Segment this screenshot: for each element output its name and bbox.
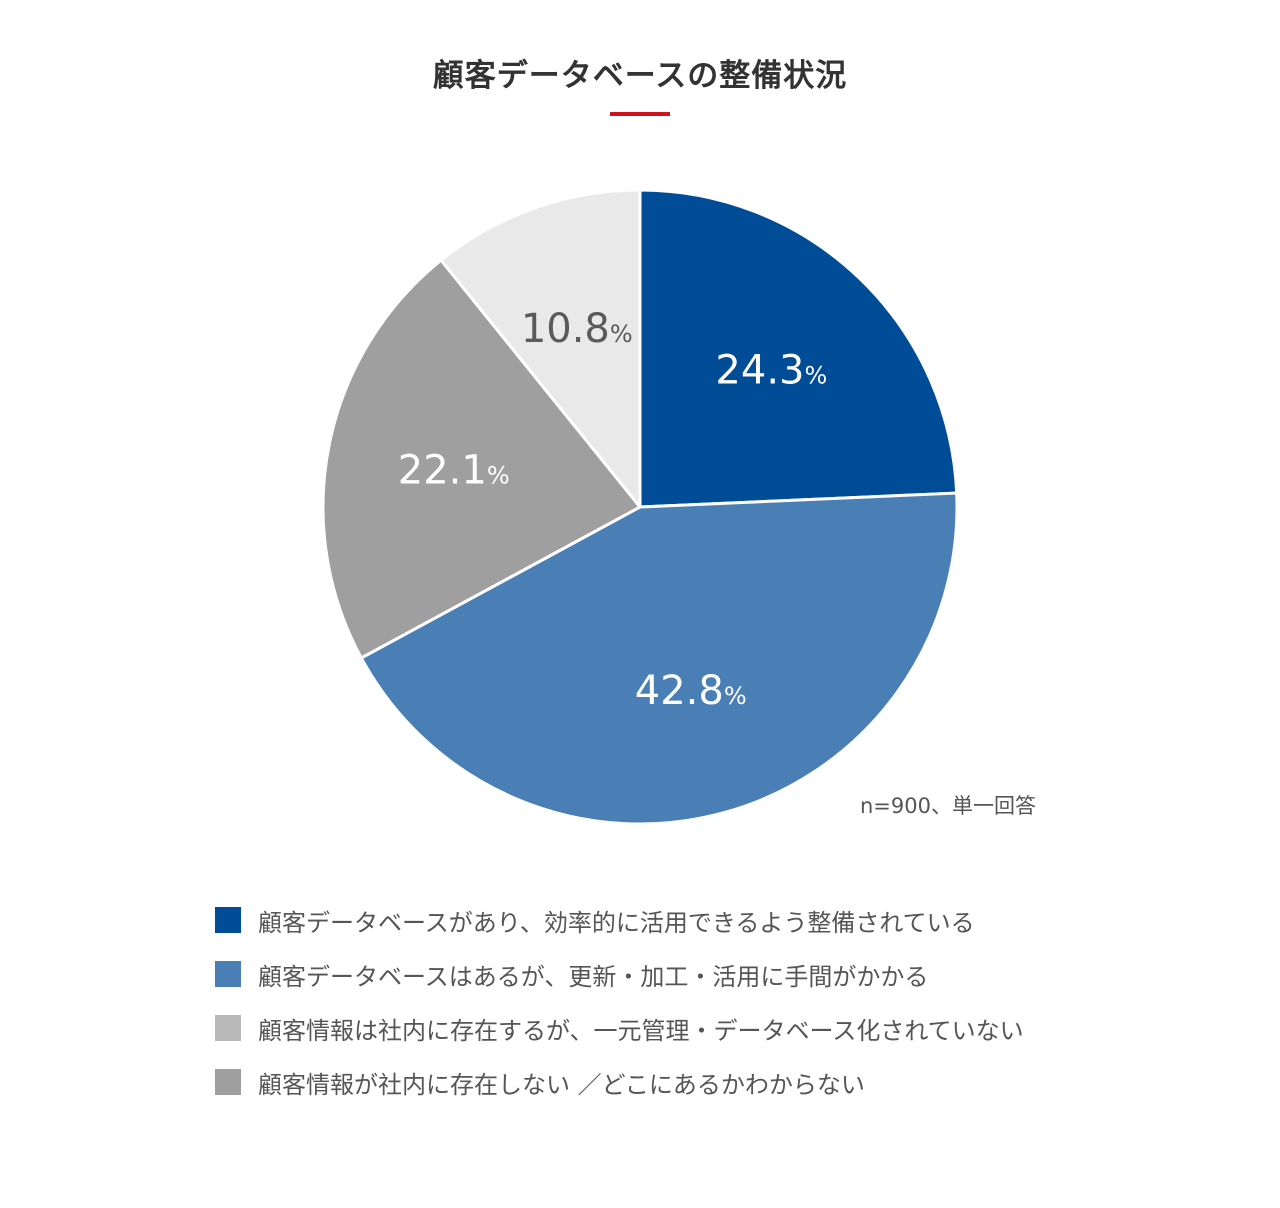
legend-swatch: [215, 1069, 241, 1095]
pie-slice: [439, 188, 642, 509]
legend-label: 顧客情報は社内に存在するが、一元管理・データベース化されていない: [258, 1016, 1024, 1045]
chart-title: 顧客データベースの整備状況: [432, 58, 848, 94]
pie-slice: [638, 188, 959, 509]
legend-item: 顧客データベースがあり、効率的に活用できるよう整備されている: [215, 893, 1024, 947]
slice-value-label: 22.1%: [398, 448, 510, 494]
legend-label: 顧客情報が社内に存在しない ／どこにあるかわからない: [258, 1070, 865, 1099]
legend-swatch: [215, 907, 241, 933]
legend-swatch: [215, 1015, 241, 1041]
legend-label: 顧客データベースがあり、効率的に活用できるよう整備されている: [258, 908, 975, 937]
slice-value-label: 24.3%: [715, 348, 827, 394]
title-underline: [610, 112, 670, 116]
legend-item: 顧客情報は社内に存在するが、一元管理・データベース化されていない: [215, 1001, 1024, 1055]
legend: 顧客データベースがあり、効率的に活用できるよう整備されている 顧客データベースは…: [215, 893, 1024, 1109]
sample-note: n=900、単一回答: [860, 794, 1036, 818]
pie-chart: 24.3% 42.8% 22.1% 10.8%: [321, 188, 959, 826]
legend-item: 顧客データベースはあるが、更新・加工・活用に手間がかかる: [215, 947, 1024, 1001]
legend-item: 顧客情報が社内に存在しない ／どこにあるかわからない: [215, 1055, 1024, 1109]
legend-label: 顧客データベースはあるが、更新・加工・活用に手間がかかる: [258, 962, 929, 991]
pie-slice: [321, 258, 642, 660]
legend-swatch: [215, 961, 241, 987]
slice-value-label: 10.8%: [521, 306, 633, 352]
pie-slice: [359, 491, 959, 826]
slice-value-label: 42.8%: [635, 668, 747, 714]
